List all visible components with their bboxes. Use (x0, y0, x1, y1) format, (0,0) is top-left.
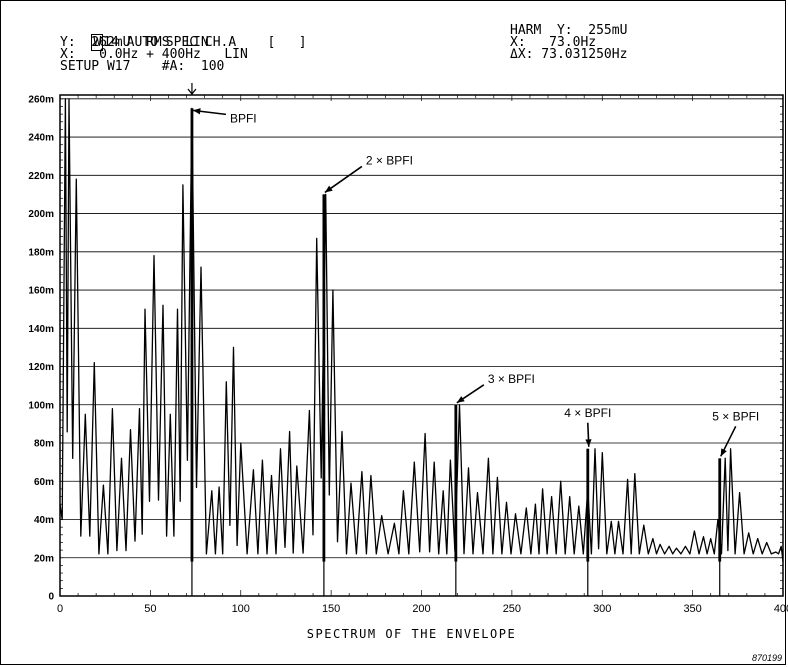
annotation-label: BPFI (230, 111, 257, 125)
spectrum-trace (59, 98, 784, 562)
header-setup: SETUP W17 #A: 100 (60, 59, 225, 74)
annotation-label: 4 × BPFI (564, 406, 611, 420)
cursor-readout-y: HARM Y: 255mU (510, 23, 628, 38)
annotation-arrow-head (585, 439, 592, 447)
annotation-label: 5 × BPFI (712, 409, 759, 423)
y-tick-label: 180m (28, 247, 54, 258)
x-tick-label: 200 (412, 603, 430, 615)
y-tick-label: 160m (28, 286, 54, 297)
y-tick-label: 240m (28, 133, 54, 144)
annotation-label: 3 × BPFI (488, 372, 535, 386)
y-tick-label: 220m (28, 171, 54, 182)
x-axis-label: SPECTRUM OF THE ENVELOPE (307, 627, 516, 641)
x-tick-label: 350 (683, 603, 701, 615)
y-tick-label: 20m (34, 553, 54, 564)
header-x-info: X: 0.0Hz + 400Hz LIN (60, 47, 248, 62)
annotation-arrow-head (324, 185, 333, 193)
header-y-info: Y: 262mU RMS LIN (60, 35, 209, 50)
x-tick-label: 250 (503, 603, 521, 615)
annotation-label: 2 × BPFI (366, 153, 413, 167)
x-tick-label: 150 (322, 603, 340, 615)
y-tick-label: 140m (28, 324, 54, 335)
cursor-readout-dx: ΔX: 73.031250Hz (510, 47, 628, 62)
annotation-arrow-head (192, 108, 201, 115)
y-tick-label: 120m (28, 362, 54, 373)
y-tick-label: 100m (28, 400, 54, 411)
trace-id: W 14 AUTO SPEC CH.A [ ] (60, 25, 307, 61)
annotation-arrow-head (456, 396, 465, 403)
x-tick-label: 300 (593, 603, 611, 615)
x-tick-label: 100 (232, 603, 250, 615)
y-tick-label: 60m (34, 477, 54, 488)
y-tick-label: 200m (28, 209, 54, 220)
y-tick-label: 40m (34, 515, 54, 526)
cursor-marker-icon (187, 88, 197, 95)
x-tick-label: 0 (57, 603, 63, 615)
y-tick-label: 260m (28, 94, 54, 105)
annotation-arrow-head (720, 448, 727, 457)
trace-label: W (91, 34, 104, 51)
y-tick-label: 80m (34, 439, 54, 450)
annotation-arrow (324, 165, 363, 194)
x-tick-label: 400 (774, 603, 788, 615)
x-tick-label: 50 (144, 603, 156, 615)
cursor-readout-x: X: 73.0Hz (510, 35, 597, 50)
y-tick-label: 0 (48, 592, 54, 603)
figure-id: 870199 (751, 653, 782, 663)
header-title: 14 AUTO SPEC CH.A [ ] (103, 35, 307, 50)
